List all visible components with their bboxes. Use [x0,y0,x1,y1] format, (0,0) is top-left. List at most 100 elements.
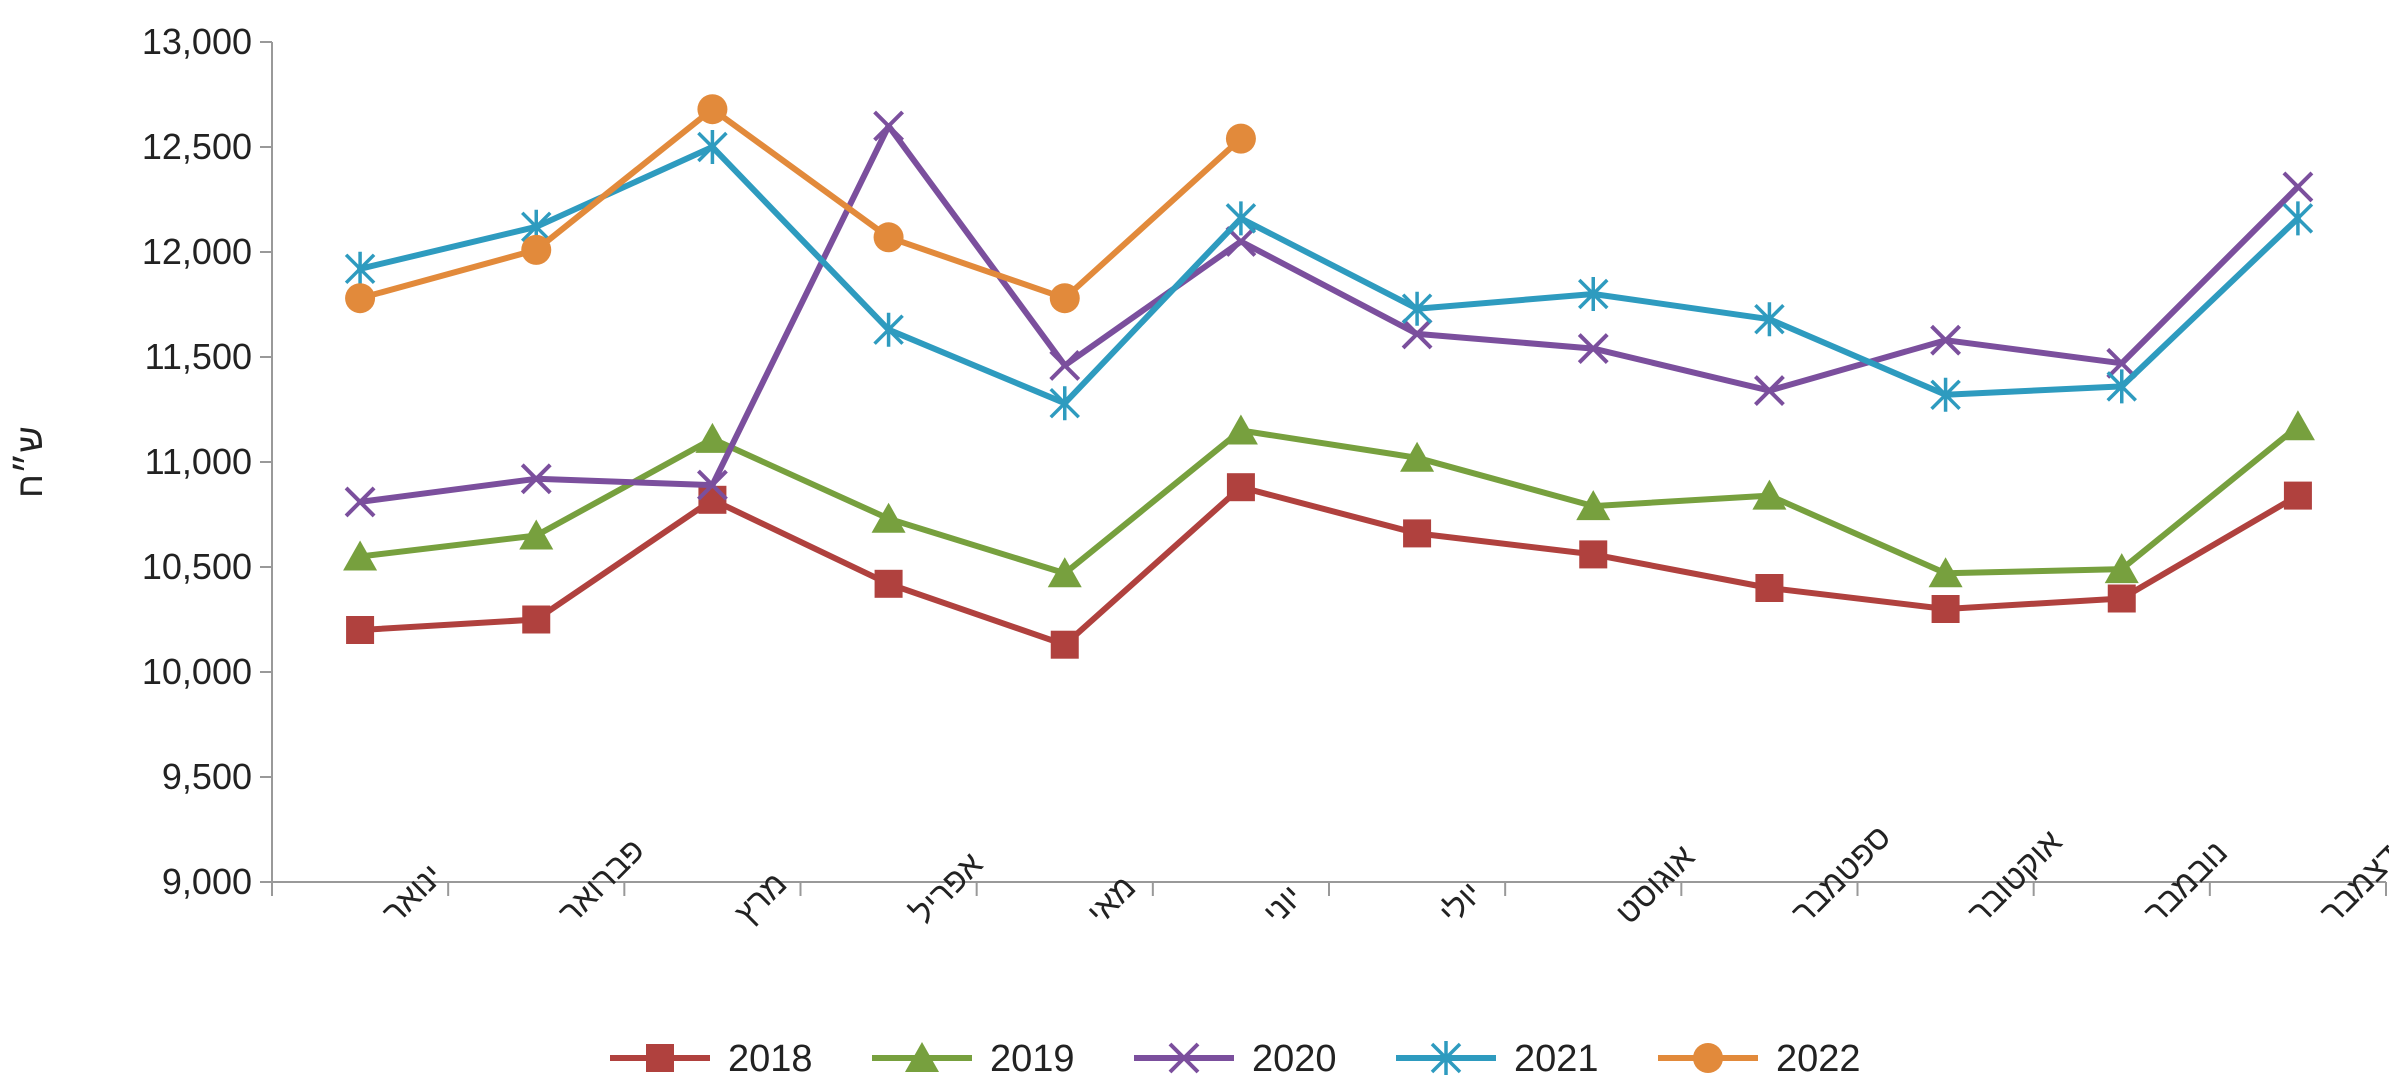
data-point-2018 [1579,540,1608,569]
x-tick-label: אוקטובר [1960,822,2069,931]
y-tick-label: 9,000 [162,861,252,902]
data-point-2020 [1577,333,1609,365]
data-point-2019 [871,502,906,533]
data-point-2021 [1225,201,1257,236]
data-point-2019 [1047,557,1082,588]
data-point-2018 [1050,630,1079,659]
data-point-2018 [1755,574,1784,602]
legend: 2018 2019 2020 2021 2022 [610,1038,1861,1080]
legend-label: 2021 [1514,1038,1599,1080]
series-line-2022 [357,106,1244,302]
legend-item-2021: 2021 [1396,1038,1599,1080]
data-point-2021 [1578,277,1609,311]
data-point-2019 [519,519,554,550]
data-point-2020 [873,110,904,142]
y-tick-label: 11,000 [145,441,252,482]
data-point-2020 [344,486,376,518]
y-tick-label: 13,000 [142,21,252,62]
data-point-2020 [1754,375,1785,407]
data-point-2019 [2280,410,2315,441]
data-point-2021 [1930,377,1961,412]
y-tick-label: 12,500 [142,126,252,167]
x-tick-label: דצמבר [2313,837,2389,931]
data-point-2019 [343,540,378,571]
data-point-2018 [346,616,375,644]
x-tick-label: פברואר [551,831,651,931]
data-point-2021 [2282,201,2314,236]
x-tick-label: מאי [1080,868,1143,931]
data-point-2021 [697,130,728,164]
data-point-2021 [2106,369,2137,404]
data-point-2020 [1930,324,1961,356]
axes: 9,000 9,500 10,000 10,500 11,000 11,500 12,000… [9,21,2389,931]
data-point-2022 [345,283,376,314]
data-point-2019 [1400,441,1435,472]
legend-marker [1168,1042,1200,1074]
y-axis-title: ש״ח [9,426,50,498]
legend-marker [905,1042,939,1072]
data-point-2019 [1928,557,1963,588]
data-point-2021 [1049,386,1080,421]
data-point-2019 [695,422,730,453]
series-2020 [344,110,2314,518]
data-point-2019 [2104,553,2139,584]
data-point-2020 [697,469,728,501]
data-point-2018 [874,569,903,598]
series-2022 [345,94,1256,314]
data-point-2022 [697,94,728,125]
data-point-2018 [1226,473,1255,502]
data-point-2018 [1931,595,1960,623]
data-point-2022 [873,222,904,253]
data-point-2021 [1754,302,1785,337]
data-point-2021 [344,251,376,286]
series-2018 [346,473,2312,659]
legend-label: 2020 [1252,1038,1337,1080]
series-line-2021 [357,144,2301,407]
legend-marker [1430,1041,1462,1075]
data-point-2022 [1225,123,1256,154]
data-point-2021 [873,312,904,347]
data-point-2020 [2282,171,2314,203]
legend-marker [646,1044,674,1072]
series-line-2019 [357,423,2301,577]
series-layer [343,94,2315,659]
y-tick-label: 10,500 [142,546,252,587]
legend-label: 2018 [728,1038,813,1080]
legend-item-2022: 2022 [1658,1038,1861,1080]
series-2021 [344,130,2314,421]
legend-marker [1693,1043,1723,1073]
y-tick-label: 10,000 [142,651,252,692]
series-line-2018 [357,484,2301,648]
y-tick-label: 11,500 [145,336,252,377]
x-tick-label: מרץ [727,865,793,931]
data-point-2018 [522,605,551,634]
y-tick-label: 12,000 [142,231,252,272]
legend-item-2020: 2020 [1134,1038,1337,1080]
x-tick-label: ינואר [375,856,449,930]
data-point-2022 [1049,283,1080,314]
legend-label: 2019 [990,1038,1075,1080]
data-point-2019 [1223,414,1258,445]
data-point-2020 [1401,318,1433,350]
x-tick-label: ספטמבר [1784,818,1897,931]
series-line-2020 [357,123,2301,505]
data-point-2019 [1576,490,1611,521]
data-point-2018 [2283,481,2312,510]
data-point-2021 [1401,291,1433,326]
data-point-2020 [1049,349,1081,381]
y-tick-label: 9,500 [162,756,252,797]
x-tick-label: אוגוסט [1608,837,1702,931]
data-point-2022 [521,234,552,265]
series-2019 [343,410,2315,588]
data-point-2018 [1403,519,1432,548]
x-tick-label: יוני [1256,878,1309,931]
legend-item-2019: 2019 [872,1038,1075,1080]
data-point-2020 [2106,347,2138,379]
legend-label: 2022 [1776,1038,1861,1080]
data-point-2018 [2107,584,2136,613]
legend-item-2018: 2018 [610,1038,813,1080]
data-point-2020 [520,463,552,495]
data-point-2018 [698,485,727,514]
